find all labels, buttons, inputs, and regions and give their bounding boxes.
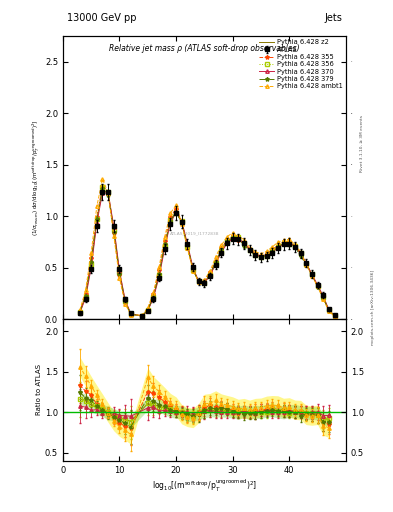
Pythia 6.428 z2 [208,272,212,278]
Pythia 6.428 z2 [219,248,224,254]
Pythia 6.428 z2 [304,261,309,267]
Pythia 6.428 z2 [117,269,122,275]
Pythia 6.428 z2 [174,209,178,216]
Pythia 6.428 z2 [83,293,88,300]
Pythia 6.428 z2 [196,279,201,285]
Text: mcplots.cern.ch [arXiv:1306.3436]: mcplots.cern.ch [arXiv:1306.3436] [371,270,375,345]
Pythia 6.428 z2 [106,190,110,197]
Pythia 6.428 z2 [100,186,105,193]
Text: ATLAS_2019_I1772838: ATLAS_2019_I1772838 [171,231,220,235]
Pythia 6.428 z2 [225,239,230,245]
Pythia 6.428 z2 [230,235,235,241]
Pythia 6.428 z2 [185,244,190,250]
Pythia 6.428 z2 [242,240,246,246]
Pythia 6.428 z2 [129,311,133,317]
Pythia 6.428 z2 [236,237,241,243]
Text: Jets: Jets [324,13,342,23]
Pythia 6.428 z2 [327,307,331,313]
Legend: Pythia 6.428 z2, ATLAS, Pythia 6.428 355, Pythia 6.428 356, Pythia 6.428 370, Py: Pythia 6.428 z2, ATLAS, Pythia 6.428 355… [257,37,345,91]
Pythia 6.428 z2 [162,243,167,249]
Pythia 6.428 z2 [89,261,94,267]
Text: 13000 GeV pp: 13000 GeV pp [67,13,136,23]
Pythia 6.428 z2 [191,266,195,272]
Pythia 6.428 z2 [247,247,252,253]
X-axis label: log$_{10}$[(m$^\mathrm{soft\,drop}$/p$_T^\mathrm{ungroomed}$)$^2$]: log$_{10}$[(m$^\mathrm{soft\,drop}$/p$_T… [152,477,257,494]
Pythia 6.428 z2 [281,242,286,248]
Pythia 6.428 z2 [179,218,184,224]
Pythia 6.428 z2 [151,294,156,301]
Line: Pythia 6.428 z2: Pythia 6.428 z2 [80,189,334,316]
Pythia 6.428 z2 [287,240,292,246]
Pythia 6.428 z2 [315,283,320,289]
Text: Relative jet mass ρ (ATLAS soft-drop observables): Relative jet mass ρ (ATLAS soft-drop obs… [109,45,300,53]
Y-axis label: Ratio to ATLAS: Ratio to ATLAS [36,365,42,415]
Pythia 6.428 z2 [292,242,297,248]
Pythia 6.428 z2 [157,271,162,277]
Pythia 6.428 z2 [145,307,150,313]
Pythia 6.428 z2 [77,309,82,315]
Y-axis label: $(1/\sigma_\mathrm{resum})$ d$\sigma$/d$\,$log$_{10}$[(m$^\mathrm{soft\,drop}$/p: $(1/\sigma_\mathrm{resum})$ d$\sigma$/d$… [31,119,42,236]
Pythia 6.428 z2 [275,244,280,250]
Pythia 6.428 z2 [253,251,258,258]
Text: Rivet 3.1.10, ≥ 3M events: Rivet 3.1.10, ≥ 3M events [360,115,364,172]
Pythia 6.428 z2 [112,226,116,232]
Pythia 6.428 z2 [310,271,314,278]
Pythia 6.428 z2 [332,313,337,319]
Pythia 6.428 z2 [94,218,99,224]
Pythia 6.428 z2 [140,313,145,319]
Pythia 6.428 z2 [213,261,218,267]
Pythia 6.428 z2 [264,252,269,258]
Pythia 6.428 z2 [123,298,127,304]
Pythia 6.428 z2 [298,250,303,257]
Pythia 6.428 z2 [259,254,263,261]
Pythia 6.428 z2 [202,280,207,286]
Pythia 6.428 z2 [270,248,275,254]
Pythia 6.428 z2 [168,219,173,225]
Pythia 6.428 z2 [321,294,325,300]
